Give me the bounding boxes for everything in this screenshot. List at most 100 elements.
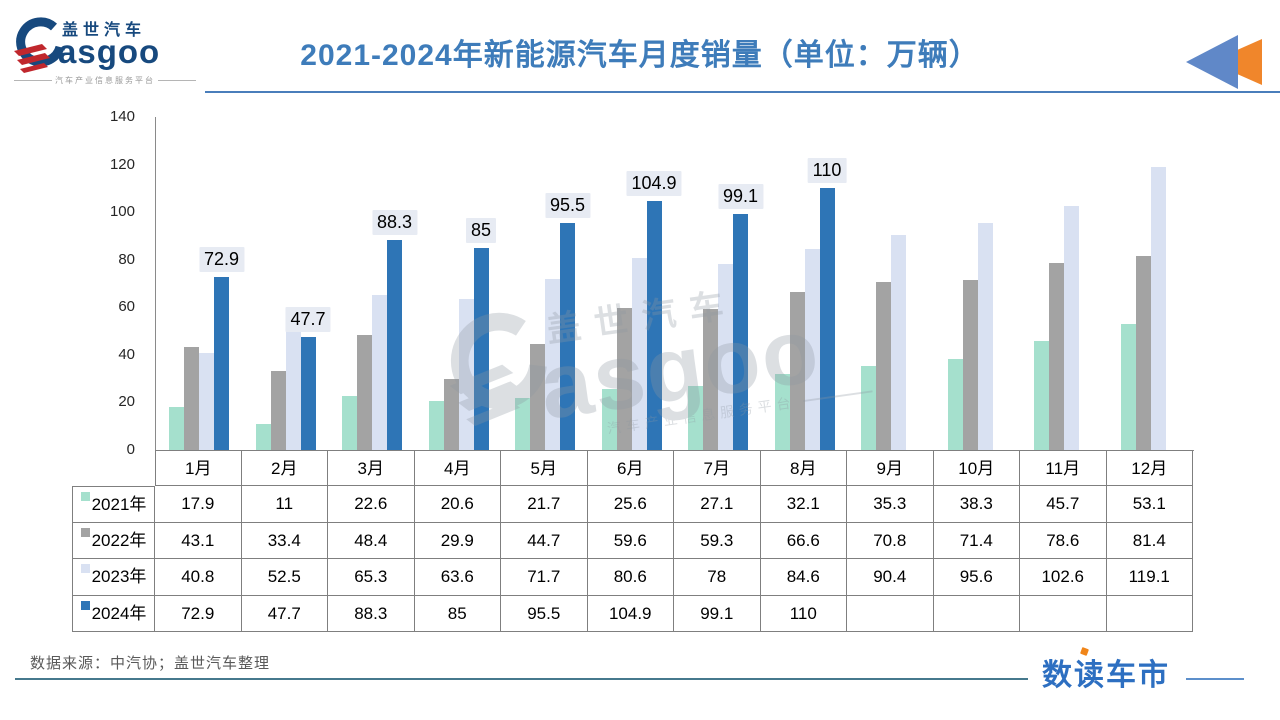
value-cell-2024年-8月: 110 — [760, 595, 847, 632]
month-header-cell: 5月 — [501, 450, 588, 487]
value-cell-2021年-5月: 21.7 — [501, 486, 588, 523]
shuducheshi-label: 数读车市 — [1042, 659, 1170, 692]
bar-2023年-11月 — [1064, 205, 1079, 450]
bar-2021年-11月 — [1034, 341, 1049, 450]
value-cell-2024年-4月: 85 — [414, 595, 501, 632]
y-tick-label: 0 — [126, 441, 135, 458]
legend-swatch-2021年 — [80, 492, 90, 502]
value-cell-2024年-1月: 72.9 — [155, 595, 242, 632]
y-tick-label: 80 — [118, 250, 135, 268]
value-cell-2023年-11月: 102.6 — [1020, 559, 1107, 596]
month-header-cell: 3月 — [328, 450, 415, 487]
bar-2022年-2月 — [270, 370, 286, 450]
bar-2022年-6月 — [616, 308, 632, 450]
data-label-1月: 72.9 — [198, 246, 245, 272]
data-table: 1月 2月 3月 4月 5月 6月 7月 8月 9月 10月 11月 12月 2021年 17.9 11 22… — [72, 450, 1193, 632]
bar-2022年-3月 — [357, 334, 372, 450]
bar-2021年-7月 — [688, 385, 703, 450]
value-cell-2021年-4月: 20.6 — [414, 486, 501, 523]
value-cell-2024年-9月 — [847, 595, 934, 632]
header-divider — [205, 91, 1280, 93]
bar-2022年-8月 — [789, 291, 805, 450]
value-cell-2024年-6月: 104.9 — [587, 595, 674, 632]
value-cell-2022年-1月: 43.1 — [155, 522, 242, 560]
value-cell-2021年-12月: 53.1 — [1106, 486, 1193, 523]
bar-2024年-8月 — [819, 188, 835, 450]
bar-2023年-4月 — [458, 298, 474, 450]
bar-2022年-7月 — [703, 308, 718, 450]
value-cell-2023年-1月: 40.8 — [155, 559, 242, 596]
y-tick-label: 120 — [109, 155, 135, 173]
value-cell-2023年-5月: 71.7 — [501, 559, 588, 596]
bar-2024年-1月 — [214, 276, 229, 450]
value-cell-2023年-7月: 78 — [674, 559, 761, 596]
legend-swatch-2024年 — [80, 600, 90, 610]
row-label-2021年: 2021年 — [72, 486, 155, 523]
value-cell-2024年-5月: 95.5 — [501, 595, 588, 632]
bar-2022年-4月 — [443, 378, 459, 450]
value-cell-2022年-4月: 29.9 — [414, 522, 501, 560]
month-header-cell: 1月 — [155, 450, 242, 487]
value-cell-2024年-12月 — [1106, 595, 1193, 632]
bar-2023年-3月 — [372, 294, 387, 450]
value-cell-2022年-7月: 59.3 — [674, 522, 761, 560]
footer-divider — [15, 678, 1028, 680]
month-header-cell: 10月 — [933, 450, 1020, 487]
value-cell-2024年-7月: 99.1 — [674, 595, 761, 632]
value-cell-2024年-10月 — [933, 595, 1020, 632]
value-cell-2021年-10月: 38.3 — [933, 486, 1020, 523]
data-label-7月: 99.1 — [717, 184, 764, 210]
bar-2021年-5月 — [515, 398, 530, 450]
bar-2024年-7月 — [733, 214, 748, 450]
legend-swatch-2023年 — [80, 564, 90, 574]
value-cell-2023年-9月: 90.4 — [847, 559, 934, 596]
back-triangle-blue-icon — [1186, 35, 1238, 89]
gasgoo-g-icon — [14, 17, 65, 73]
value-cell-2021年-3月: 22.6 — [328, 486, 415, 523]
month-header-cell: 11月 — [1020, 450, 1107, 487]
value-cell-2024年-2月: 47.7 — [241, 595, 328, 632]
gasgoo-logo: 盖世汽车 asgoo 汽车产业信息服务平台 — [14, 16, 196, 86]
bar-2022年-9月 — [876, 281, 891, 450]
value-cell-2023年-10月: 95.6 — [933, 559, 1020, 596]
value-cell-2021年-7月: 27.1 — [674, 486, 761, 523]
bar-2021年-1月 — [169, 407, 184, 450]
data-label-5月: 95.5 — [544, 192, 591, 218]
bar-2022年-1月 — [184, 347, 199, 450]
bar-2023年-6月 — [631, 258, 647, 450]
y-tick-label: 140 — [109, 108, 135, 125]
value-cell-2023年-8月: 84.6 — [760, 559, 847, 596]
value-cell-2023年-2月: 52.5 — [241, 559, 328, 596]
data-label-4月: 85 — [465, 217, 497, 243]
logo-brand-en: asgoo — [58, 33, 161, 70]
bar-2024年-5月 — [560, 222, 575, 450]
bar-2023年-7月 — [718, 264, 733, 450]
bar-2022年-10月 — [962, 280, 978, 450]
data-label-2月: 47.7 — [285, 306, 331, 332]
value-cell-2022年-8月: 66.6 — [760, 522, 847, 560]
bar-2021年-9月 — [861, 366, 876, 450]
bar-2024年-6月 — [646, 200, 662, 450]
bar-2022年-5月 — [530, 343, 545, 450]
brand-accent-dot-icon — [1080, 647, 1089, 656]
footer-dash-right — [1186, 678, 1244, 680]
bar-2024年-4月 — [473, 247, 489, 450]
value-cell-2021年-8月: 32.1 — [760, 486, 847, 523]
logo-tagline: 汽车产业信息服务平台 — [55, 76, 155, 85]
bar-2024年-3月 — [387, 239, 402, 450]
bar-2023年-12月 — [1150, 166, 1166, 450]
row-label-2022年: 2022年 — [72, 522, 155, 560]
value-cell-2023年-6月: 80.6 — [587, 559, 674, 596]
page-title: 2021-2024年新能源汽车月度销量（单位：万辆） — [300, 39, 980, 72]
y-tick-label: 100 — [109, 203, 135, 221]
tagline-rule-left — [14, 80, 52, 81]
legend-swatch-2022年 — [80, 527, 90, 537]
bar-2023年-5月 — [545, 279, 560, 450]
bar-2023年-9月 — [891, 234, 906, 450]
value-cell-2021年-11月: 45.7 — [1020, 486, 1107, 523]
bar-2023年-1月 — [199, 352, 214, 450]
table-corner-cell — [72, 450, 155, 486]
value-cell-2022年-3月: 48.4 — [328, 522, 415, 560]
data-label-6月: 104.9 — [626, 170, 682, 196]
